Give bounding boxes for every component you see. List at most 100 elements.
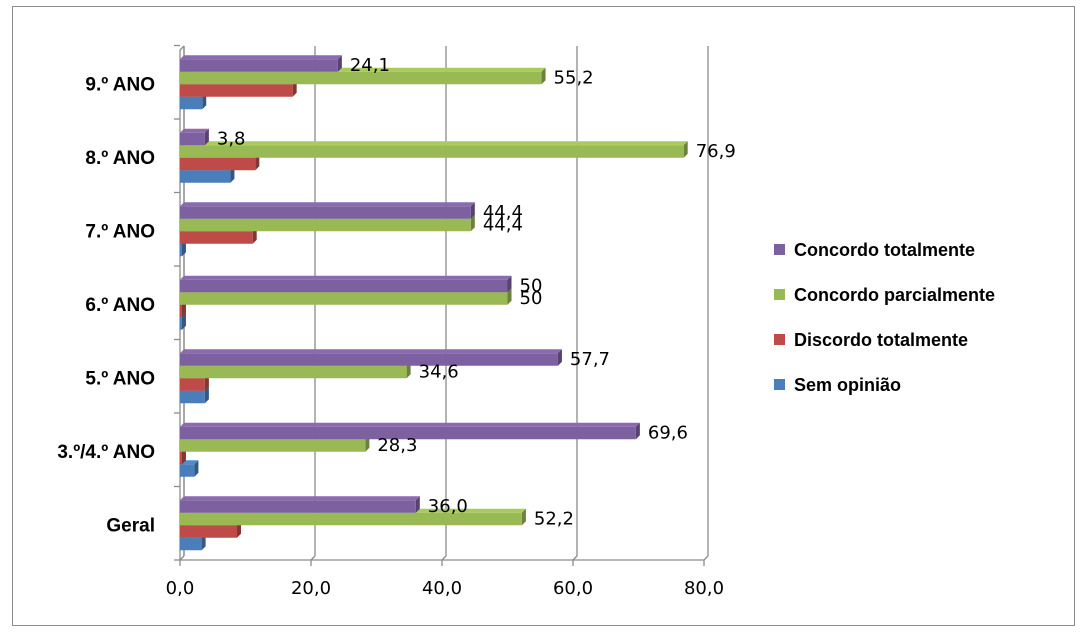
- bar-front-face: [180, 390, 205, 404]
- legend: Concordo totalmente Concordo parcialmente…: [774, 240, 995, 395]
- floor-gridline: [441, 555, 447, 561]
- bar-top-face: [180, 128, 209, 133]
- legend-label: Concordo parcialmente: [794, 285, 995, 305]
- bar-front-face: [180, 84, 293, 97]
- bar-front-face: [180, 525, 237, 538]
- bar-top-face: [180, 55, 342, 60]
- data-label: 28,3: [377, 435, 417, 456]
- category-label: 3.º/4.º ANO: [57, 442, 155, 463]
- legend-swatch: [774, 334, 785, 345]
- axis-top-edge: [179, 45, 185, 51]
- bar-side-face: [181, 300, 186, 318]
- bar-side-face: [201, 533, 206, 551]
- bar-concordo-totalmente: [180, 202, 475, 219]
- bar-side-face: [194, 460, 199, 477]
- bar-front-face: [180, 170, 231, 183]
- legend-item: Discordo totalmente: [774, 330, 968, 350]
- bars: [180, 55, 688, 551]
- bar-front-face: [180, 96, 203, 110]
- bar-side-face: [683, 141, 688, 158]
- floor-gridline: [310, 555, 316, 561]
- bar-side-face: [202, 92, 207, 110]
- x-tick-label: 40,0: [422, 578, 462, 599]
- bar-side-face: [204, 374, 209, 391]
- legend-label: Sem opinião: [794, 375, 901, 395]
- data-label: 44,4: [483, 202, 523, 223]
- bar-front-face: [180, 464, 195, 477]
- bar-front-face: [180, 157, 256, 171]
- bar-concordo-totalmente: [180, 496, 420, 513]
- data-label: 50: [520, 288, 543, 309]
- bar-front-face: [180, 292, 508, 305]
- bar-concordo-parcialmente: [180, 141, 688, 158]
- bar-side-face: [635, 422, 640, 440]
- bar-top-face: [180, 141, 688, 146]
- bar-side-face: [181, 313, 186, 330]
- bar-front-face: [180, 132, 205, 146]
- x-tick-label: 20,0: [291, 578, 331, 599]
- bar-front-face: [180, 451, 182, 465]
- bar-front-face: [180, 71, 542, 85]
- floor-gridline: [179, 555, 185, 561]
- category-label: 5.º ANO: [85, 368, 155, 389]
- x-tick-label: 60,0: [553, 578, 593, 599]
- bar-front-face: [180, 59, 338, 72]
- bar-front-face: [180, 279, 508, 293]
- legend-swatch: [774, 289, 785, 300]
- bar-front-face: [180, 145, 684, 158]
- bar-side-face: [181, 239, 186, 257]
- floor-gridline: [572, 555, 578, 561]
- bar-front-face: [180, 218, 471, 232]
- category-label: 9.º ANO: [85, 74, 155, 95]
- floor-gridline: [703, 555, 709, 561]
- legend-item: Sem opinião: [774, 375, 901, 395]
- data-label: 3,8: [217, 128, 246, 149]
- data-label: 69,6: [648, 422, 688, 443]
- data-label: 36,0: [428, 496, 468, 517]
- bar-front-face: [180, 439, 366, 452]
- bar-side-face: [406, 361, 411, 379]
- bar-front-face: [180, 304, 182, 318]
- bar-side-face: [230, 166, 235, 183]
- bar-side-face: [365, 435, 370, 452]
- bar-side-face: [204, 128, 209, 146]
- bar-side-face: [236, 521, 241, 538]
- bar-front-face: [180, 537, 202, 551]
- bar-concordo-totalmente: [180, 349, 562, 366]
- bar-side-face: [470, 214, 475, 232]
- data-label: 50: [520, 275, 543, 296]
- bar-top-face: [180, 496, 420, 501]
- legend-swatch: [774, 244, 785, 255]
- bar-top-face: [180, 422, 640, 427]
- bar-side-face: [507, 275, 512, 293]
- bar-top-face: [180, 349, 562, 354]
- bar-side-face: [204, 386, 209, 404]
- bar-side-face: [181, 447, 186, 465]
- bar-concordo-totalmente: [180, 422, 640, 440]
- data-label: 34,6: [419, 361, 459, 382]
- x-tick-label: 80,0: [684, 578, 724, 599]
- bar-front-face: [180, 378, 205, 391]
- legend-label: Concordo totalmente: [794, 240, 975, 260]
- legend-swatch: [774, 379, 785, 390]
- bar-side-face: [557, 349, 562, 366]
- bar-front-face: [180, 206, 471, 219]
- data-label: 55,2: [554, 67, 594, 88]
- bar-concordo-totalmente: [180, 128, 209, 146]
- bar-side-face: [415, 496, 420, 513]
- category-label: 6.º ANO: [85, 295, 155, 316]
- bar-side-face: [521, 508, 526, 526]
- bar-side-face: [292, 80, 297, 97]
- bar-front-face: [180, 500, 416, 513]
- gridlines: [174, 44, 709, 566]
- bar-top-face: [180, 275, 512, 280]
- bar-side-face: [507, 288, 512, 305]
- bar-front-face: [180, 426, 636, 440]
- bar-side-face: [252, 227, 257, 244]
- data-label: 44,4: [483, 214, 523, 235]
- category-label: Geral: [106, 515, 155, 536]
- category-label: 8.º ANO: [85, 148, 155, 169]
- bar-concordo-totalmente: [180, 275, 512, 293]
- bar-side-face: [337, 55, 342, 72]
